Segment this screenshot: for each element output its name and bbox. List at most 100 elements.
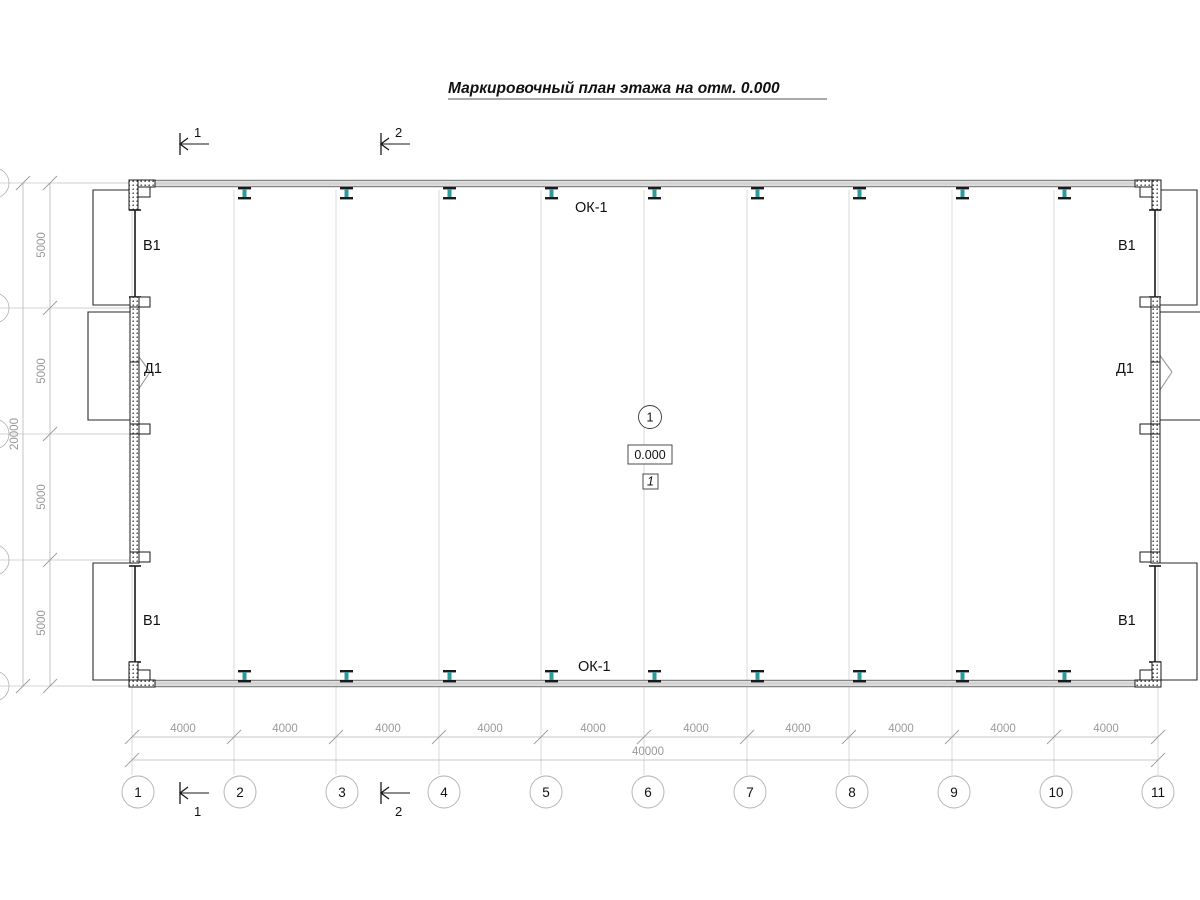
- grid-bubble-5[interactable]: 5: [529, 775, 563, 809]
- dim-bottom-seg-4: 4000: [477, 723, 503, 735]
- column-i-beam[interactable]: [751, 670, 764, 683]
- section-marker-bottom-1-label: 1: [194, 804, 201, 819]
- dim-bottom-seg-10: 4000: [1093, 723, 1119, 735]
- dim-left-seg-2: 5000: [36, 358, 48, 384]
- right-opening-outlines: [1158, 189, 1200, 681]
- grid-bubble-left-a[interactable]: [0, 168, 10, 198]
- left-dimension-chains: 20000 5000 5000 5000 5000: [9, 175, 140, 694]
- column-i-beam[interactable]: [1058, 670, 1071, 683]
- label-door-left: Д1: [144, 361, 162, 377]
- dim-bottom-seg-2: 4000: [272, 723, 298, 735]
- section-marker-top-2-label: 2: [395, 125, 402, 140]
- grid-bubble-6-label: 6: [644, 785, 652, 800]
- label-door-right: Д1: [1116, 361, 1134, 377]
- section-marker-top-2[interactable]: 2: [379, 125, 410, 155]
- columns-bottom: [238, 670, 1071, 683]
- grid-bubble-1[interactable]: 1: [121, 775, 155, 809]
- column-i-beam[interactable]: [956, 670, 969, 683]
- room-number-bubble[interactable]: [638, 405, 662, 429]
- grid-bubble-left-e[interactable]: [0, 671, 10, 701]
- column-i-beam[interactable]: [443, 670, 456, 683]
- wall-top: [131, 179, 1159, 188]
- column-i-beam[interactable]: [238, 187, 251, 200]
- dim-bottom-seg-1: 4000: [170, 723, 196, 735]
- wall-left: [128, 179, 156, 688]
- grid-bubble-3-label: 3: [338, 785, 346, 800]
- dim-bottom-seg-3: 4000: [375, 723, 401, 735]
- dim-bottom-seg-8: 4000: [888, 723, 914, 735]
- grid-bubble-8[interactable]: 8: [835, 775, 869, 809]
- dim-left-seg-3: 5000: [36, 484, 48, 510]
- left-opening-outlines: [87, 189, 132, 681]
- section-marker-top-1-label: 1: [194, 125, 201, 140]
- grid-bubbles-left: [0, 168, 10, 701]
- finish-code-box[interactable]: [642, 473, 659, 490]
- grid-bubble-5-label: 5: [542, 785, 550, 800]
- columns-top: [238, 187, 1071, 200]
- dim-left-seg-1: 5000: [36, 232, 48, 258]
- dim-bottom-seg-6: 4000: [683, 723, 709, 735]
- grid-bubble-8-label: 8: [848, 785, 856, 800]
- grid-bubble-11-label: 11: [1151, 785, 1165, 800]
- grid-bubble-2-label: 2: [236, 785, 244, 800]
- grid-bubble-9-label: 9: [950, 785, 958, 800]
- column-i-beam[interactable]: [340, 187, 353, 200]
- bottom-dimension-chains: 4000 4000 4000 4000 4000 4000 4000 4000 …: [124, 723, 1166, 768]
- column-i-beam[interactable]: [648, 187, 661, 200]
- label-window-top: ОК-1: [575, 200, 608, 216]
- grid-bubble-7[interactable]: 7: [733, 775, 767, 809]
- label-gate-top-right: В1: [1118, 238, 1136, 254]
- grid-bubble-6[interactable]: 6: [631, 775, 665, 809]
- grid-bubble-4[interactable]: 4: [427, 775, 461, 809]
- label-gate-bottom-left: В1: [143, 613, 161, 629]
- drawing-title-group: Маркировочный план этажа на отм. 0.000: [448, 80, 827, 100]
- section-marker-top-1[interactable]: 1: [178, 125, 209, 155]
- grid-bubble-11[interactable]: 11: [1141, 775, 1175, 809]
- grid-bubble-left-c[interactable]: [0, 419, 10, 449]
- grid-bubble-1-label: 1: [134, 785, 142, 800]
- grid-bubble-left-b[interactable]: [0, 293, 10, 323]
- dim-bottom-seg-9: 4000: [990, 723, 1016, 735]
- dim-left-total: 20000: [9, 418, 21, 450]
- wall-bottom: [131, 679, 1159, 688]
- dim-left-seg-4: 5000: [36, 610, 48, 636]
- grid-bubbles-bottom: 1 2 3 4 5 6 7 8: [121, 775, 1175, 809]
- finish-code-label: 1: [647, 475, 654, 489]
- grid-bubble-10-label: 10: [1048, 785, 1063, 800]
- level-mark-label: 0.000: [634, 448, 665, 462]
- room-number-label: 1: [647, 411, 654, 425]
- column-i-beam[interactable]: [956, 187, 969, 200]
- grid-bubble-9[interactable]: 9: [937, 775, 971, 809]
- column-i-beam[interactable]: [545, 670, 558, 683]
- column-i-beam[interactable]: [443, 187, 456, 200]
- grid-bubble-10[interactable]: 10: [1039, 775, 1073, 809]
- label-gate-bottom-right: В1: [1118, 613, 1136, 629]
- column-i-beam[interactable]: [853, 670, 866, 683]
- column-i-beam[interactable]: [853, 187, 866, 200]
- level-mark-box[interactable]: [627, 444, 673, 465]
- grid-bubble-3[interactable]: 3: [325, 775, 359, 809]
- grid-bubble-7-label: 7: [746, 785, 754, 800]
- center-annotations: 1 0.000 1: [627, 405, 673, 490]
- page-title: Маркировочный план этажа на отм. 0.000: [448, 80, 780, 97]
- section-marker-bottom-2-label: 2: [395, 804, 402, 819]
- column-i-beam[interactable]: [545, 187, 558, 200]
- dim-bottom-seg-5: 4000: [580, 723, 606, 735]
- label-window-bottom: ОК-1: [578, 659, 611, 675]
- column-i-beam[interactable]: [238, 670, 251, 683]
- column-i-beam[interactable]: [1058, 187, 1071, 200]
- column-i-beam[interactable]: [648, 670, 661, 683]
- grid-bubble-2[interactable]: 2: [223, 775, 257, 809]
- column-i-beam[interactable]: [751, 187, 764, 200]
- label-gate-top-left: В1: [143, 238, 161, 254]
- grid-bubble-4-label: 4: [440, 785, 448, 800]
- dim-bottom-total: 40000: [632, 746, 664, 758]
- grid-bubble-left-d[interactable]: [0, 545, 10, 575]
- section-marker-bottom-1[interactable]: 1: [178, 782, 209, 819]
- column-i-beam[interactable]: [340, 670, 353, 683]
- dim-bottom-seg-7: 4000: [785, 723, 811, 735]
- wall-right: [1134, 179, 1162, 688]
- section-marker-bottom-2[interactable]: 2: [379, 782, 410, 819]
